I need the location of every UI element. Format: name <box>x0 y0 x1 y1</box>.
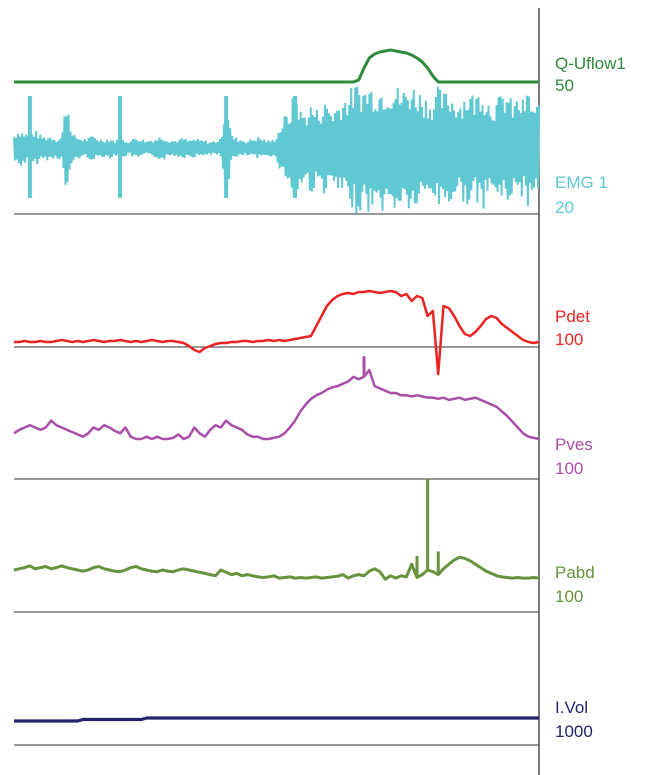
series-i-vol <box>14 716 539 723</box>
label-pdet-name: Pdet <box>555 307 590 326</box>
label-q-uflow1-scale: 50 <box>555 76 574 95</box>
label-q-uflow1-name: Q-Uflow1 <box>555 54 626 73</box>
series-pdet <box>14 289 540 376</box>
label-emg1-name: EMG 1 <box>555 173 608 192</box>
series-q-uflow1 <box>14 48 539 84</box>
series-pves <box>13 368 540 441</box>
label-pves-scale: 100 <box>555 459 584 478</box>
label-pdet-scale: 100 <box>555 330 584 349</box>
label-pabd-scale: 100 <box>555 587 584 606</box>
label-emg1-scale: 20 <box>555 198 574 217</box>
label-pabd-name: Pabd <box>555 563 595 582</box>
series-pabd <box>13 555 540 581</box>
label-ivol-name: I.Vol <box>555 698 589 717</box>
series-emg-1 <box>13 86 540 214</box>
label-ivol-scale: 1000 <box>555 722 593 741</box>
label-pves-name: Pves <box>555 435 593 454</box>
